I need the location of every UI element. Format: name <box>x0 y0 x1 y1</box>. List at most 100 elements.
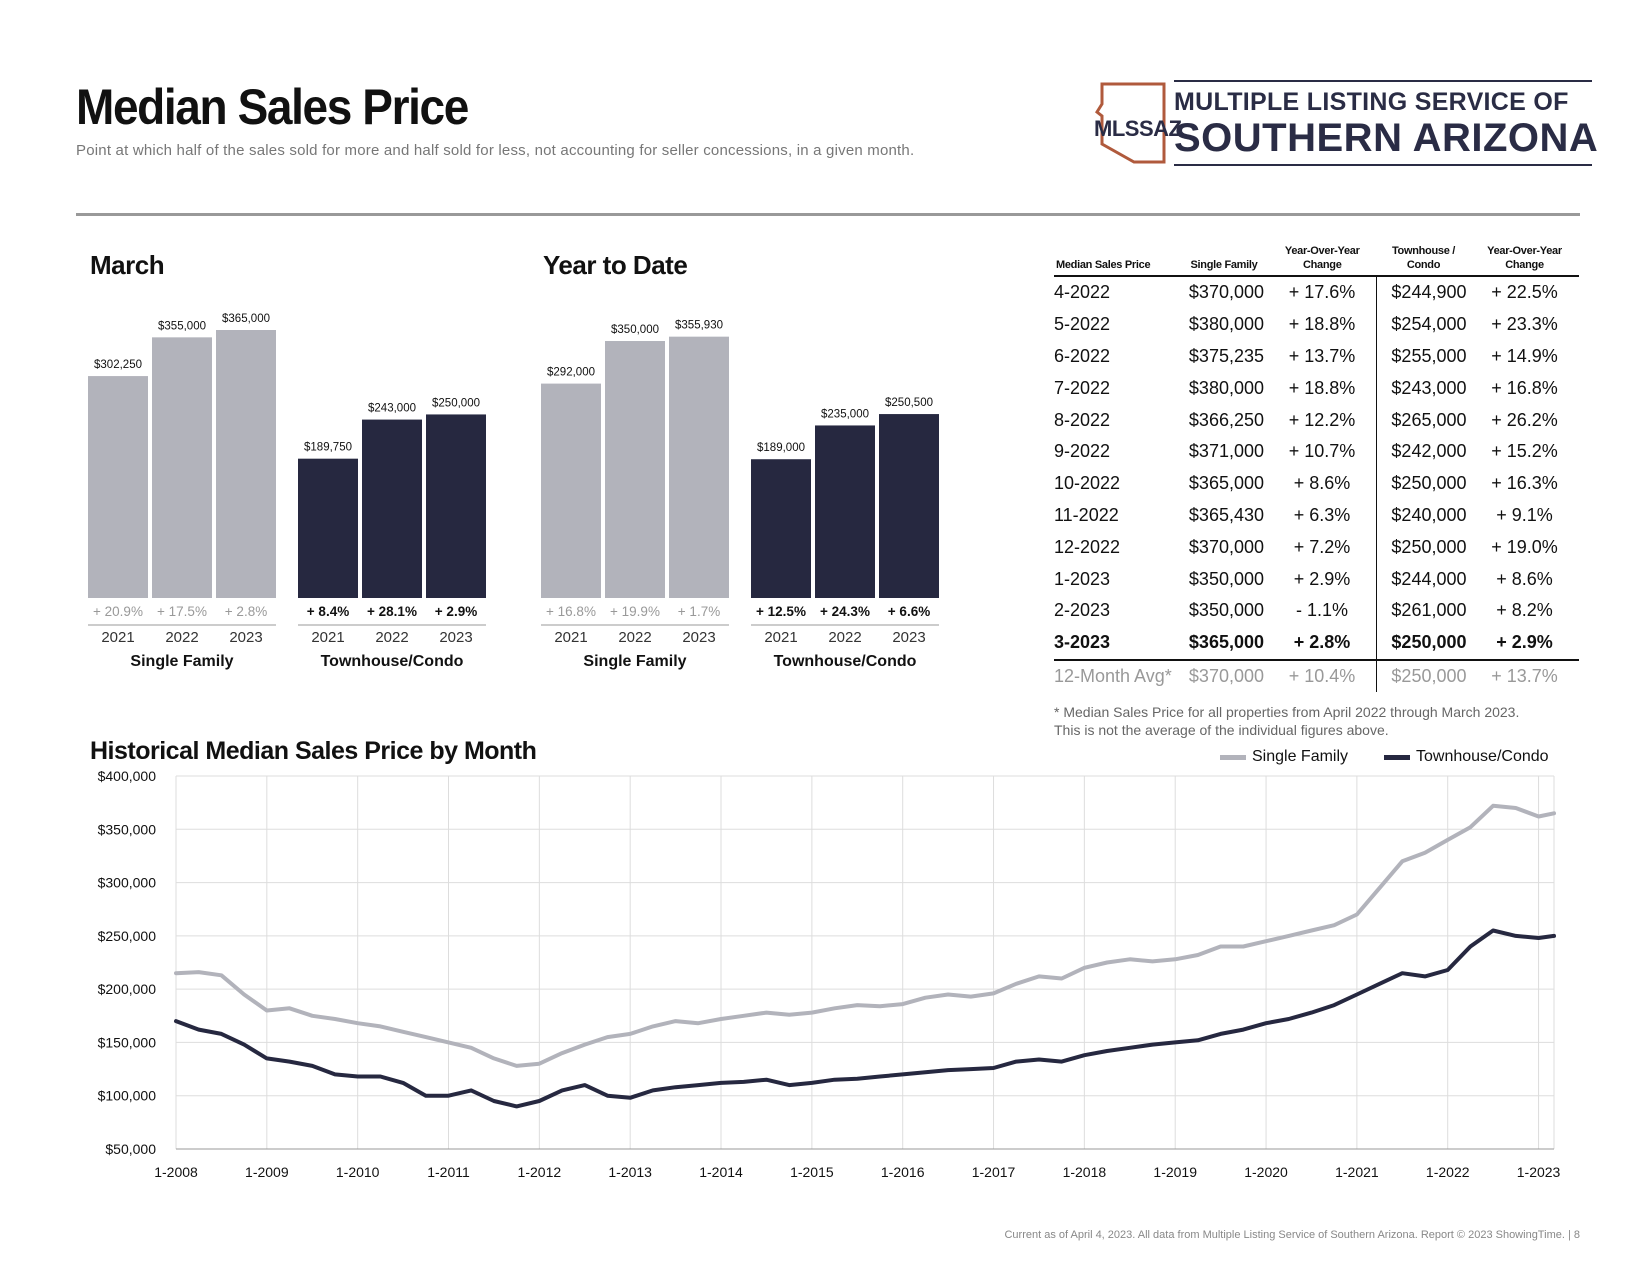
y-tick-label: $350,000 <box>98 821 157 837</box>
row-month: 4-2022 <box>1054 282 1111 303</box>
row-single-family: $366,250 <box>1188 409 1264 430</box>
bar-value-label: $250,000 <box>432 397 480 409</box>
x-tick-label: 1-2019 <box>1153 1164 1197 1180</box>
table-row: 1-2023 $350,000 + 2.9% $244,000 + 8.6% <box>1054 563 1579 595</box>
row-sf-change: + 18.8% <box>1268 372 1377 405</box>
logo-top-text: MULTIPLE LISTING SERVICE OF <box>1174 88 1569 116</box>
x-tick-label: 1-2020 <box>1244 1164 1288 1180</box>
page-subtitle: Point at which half of the sales sold fo… <box>76 142 915 159</box>
table-row: 12-2022 $370,000 + 7.2% $250,000 + 19.0% <box>1054 531 1579 564</box>
row-single-family: $375,235 <box>1188 345 1264 366</box>
row-single-family: $365,000 <box>1188 473 1264 494</box>
table-header-th-change: Year-Over-Year Change <box>1470 244 1579 277</box>
row-th-change: + 8.2% <box>1496 600 1553 621</box>
row-month: 10-2022 <box>1054 473 1121 494</box>
bar-value-label: $235,000 <box>821 408 869 420</box>
row-sf-change: + 12.2% <box>1268 404 1377 436</box>
bar-townhouse-condo-2022 <box>362 419 422 598</box>
bar-change-label: + 1.7% <box>678 604 720 619</box>
row-th-change: + 23.3% <box>1491 314 1558 335</box>
x-tick-label: 1-2018 <box>1063 1164 1107 1180</box>
row-th-change: + 16.3% <box>1491 473 1558 494</box>
row-sf-change: + 8.6% <box>1268 467 1377 500</box>
row-townhouse: $255,000 <box>1391 345 1467 366</box>
bar-townhouse-condo-2021 <box>298 458 358 598</box>
logo-rule-bottom <box>1174 164 1592 166</box>
ytd-title: Year to Date <box>543 250 688 280</box>
row-month: 6-2022 <box>1054 345 1111 366</box>
row-month: 12-Month Avg* <box>1054 665 1172 686</box>
row-townhouse: $242,000 <box>1391 441 1467 462</box>
bar-value-label: $355,930 <box>675 320 723 332</box>
table-row: 2-2023 $350,000- 1.1% $261,000 + 8.2% <box>1054 594 1579 627</box>
bar-year-label: 2021 <box>311 629 344 646</box>
table-footnote: * Median Sales Price for all properties … <box>1054 703 1519 739</box>
table-row: 9-2022 $371,000 + 10.7% $242,000 + 15.2% <box>1054 435 1579 468</box>
row-sf-change: + 6.3% <box>1268 499 1377 532</box>
bar-townhouse-condo-2023 <box>879 414 939 598</box>
row-month: 12-2022 <box>1054 536 1121 557</box>
group-name-label: Single Family <box>130 653 233 670</box>
ytd-bar-chart: $292,000 + 16.8% 2021 $350,000 + 19.9% 2022 $3… <box>541 320 939 670</box>
bar-value-label: $189,750 <box>304 442 352 454</box>
bar-year-label: 2023 <box>892 629 925 646</box>
x-tick-label: 1-2008 <box>154 1164 198 1180</box>
logo-mark: MLSSAZ <box>1094 116 1182 141</box>
bar-value-label: $302,250 <box>94 359 142 371</box>
x-tick-label: 1-2013 <box>608 1164 652 1180</box>
x-tick-label: 1-2009 <box>245 1164 289 1180</box>
series-line-townhouse <box>174 928 1556 1109</box>
row-townhouse: $250,000 <box>1391 536 1467 557</box>
table-row: 4-2022 $370,000 + 17.6% $244,900 + 22.5% <box>1054 276 1579 309</box>
historical-line-chart: $50,000 $100,000 $150,000 $200,000 $250,000 $… <box>98 768 1561 1180</box>
row-sf-change: - 1.1% <box>1268 594 1377 627</box>
bar-year-label: 2022 <box>375 629 408 646</box>
mlssaz-logo: MLSSAZ MULTIPLE LISTING SERVICE OF SOUTH… <box>1094 78 1598 168</box>
row-sf-change: + 2.8% <box>1268 626 1377 661</box>
row-single-family: $371,000 <box>1188 441 1264 462</box>
table-row: 6-2022 $375,235 + 13.7% $255,000 + 14.9% <box>1054 340 1579 373</box>
bar-year-label: 2023 <box>229 629 262 646</box>
row-month: 1-2023 <box>1054 568 1111 589</box>
bar-single-family-2021 <box>541 383 601 598</box>
arizona-outline-icon <box>1095 82 1166 164</box>
bar-year-label: 2021 <box>764 629 797 646</box>
row-townhouse: $265,000 <box>1391 409 1467 430</box>
row-single-family: $370,000 <box>1188 536 1264 557</box>
x-tick-label: 1-2012 <box>518 1164 562 1180</box>
row-th-change: + 2.9% <box>1470 626 1579 661</box>
y-tick-label: $100,000 <box>98 1088 157 1104</box>
bar-single-family-2023 <box>669 336 729 598</box>
row-th-change: + 8.6% <box>1496 568 1553 589</box>
bar-year-label: 2023 <box>439 629 472 646</box>
bar-change-label: + 12.5% <box>756 604 806 619</box>
bar-change-label: + 19.9% <box>610 604 660 619</box>
bar-value-label: $355,000 <box>158 320 206 332</box>
table-row: 5-2022 $380,000 + 18.8% $254,000 + 23.3% <box>1054 308 1579 341</box>
legend-swatch-single-family <box>1220 754 1246 760</box>
bar-value-label: $350,000 <box>611 324 659 336</box>
row-townhouse: $244,000 <box>1391 568 1467 589</box>
bar-year-label: 2022 <box>165 629 198 646</box>
row-th-change: + 26.2% <box>1491 409 1558 430</box>
bar-change-label: + 8.4% <box>307 604 349 619</box>
row-th-change: + 13.7% <box>1491 665 1558 686</box>
row-townhouse: $254,000 <box>1391 314 1467 335</box>
group-name-label: Single Family <box>583 653 686 670</box>
page-footer: Current as of April 4, 2023. All data fr… <box>1004 1229 1580 1241</box>
legend-label-townhouse: Townhouse/Condo <box>1416 748 1549 765</box>
y-tick-label: $50,000 <box>105 1141 156 1157</box>
bar-single-family-2023 <box>216 330 276 598</box>
bar-change-label: + 17.5% <box>157 604 207 619</box>
row-sf-change: + 17.6% <box>1268 276 1377 309</box>
row-th-change: + 15.2% <box>1491 441 1558 462</box>
x-tick-label: 1-2022 <box>1426 1164 1470 1180</box>
row-th-change: + 16.8% <box>1491 377 1558 398</box>
legend-swatch-townhouse <box>1384 754 1410 760</box>
bar-value-label: $189,000 <box>757 442 805 454</box>
x-tick-label: 1-2011 <box>427 1164 470 1180</box>
legend-label-single-family: Single Family <box>1252 748 1349 765</box>
bar-value-label: $365,000 <box>222 313 270 325</box>
y-tick-label: $150,000 <box>98 1034 157 1050</box>
bar-single-family-2021 <box>88 376 148 598</box>
